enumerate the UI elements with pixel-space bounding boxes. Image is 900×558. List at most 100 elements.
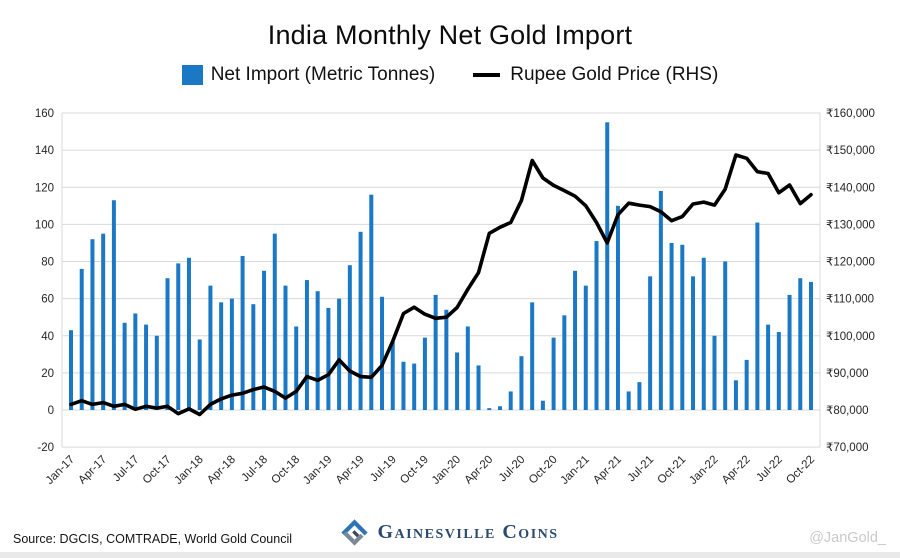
bar-Jul-20	[519, 356, 524, 410]
svg-text:Oct-22: Oct-22	[784, 454, 817, 487]
legend-item-net-import: Net Import (Metric Tonnes)	[181, 64, 436, 86]
bar-Apr-17	[101, 233, 106, 410]
bar-Aug-17	[144, 324, 149, 410]
bar-series-swatch-icon	[181, 65, 203, 85]
right-axis-labels: ₹70,000 ₹80,000 ₹90,000 ₹100,000 ₹110,000 ₹12…	[826, 108, 875, 454]
svg-text:Oct-17: Oct-17	[141, 454, 174, 487]
svg-text:Jul-17: Jul-17	[111, 454, 142, 485]
svg-text:Oct-21: Oct-21	[656, 454, 689, 487]
bar-Sep-18	[283, 285, 288, 410]
svg-text:80: 80	[41, 257, 54, 269]
bar-Jan-17	[69, 330, 73, 410]
bar-Aug-21	[658, 190, 663, 410]
svg-text:₹80,000: ₹80,000	[826, 405, 869, 417]
svg-text:Apr-18: Apr-18	[205, 454, 238, 487]
bar-Jan-18	[197, 339, 202, 410]
bar-Jun-20	[508, 391, 513, 410]
svg-text:Jan-22: Jan-22	[687, 454, 720, 487]
bar-Feb-19	[337, 298, 342, 410]
bar-Jun-17	[122, 322, 127, 410]
bar-Apr-21	[615, 205, 620, 410]
bar-May-21	[626, 391, 631, 410]
bar-May-17	[111, 200, 116, 410]
left-axis-labels: -20 0 20 40 60 80 100 120 140 160	[35, 108, 54, 454]
svg-text:₹70,000: ₹70,000	[826, 442, 869, 454]
bar-Jul-18	[262, 270, 267, 410]
bar-Jul-19	[390, 341, 395, 410]
bar-Jul-17	[133, 313, 138, 410]
svg-text:Jul-21: Jul-21	[626, 454, 657, 485]
bar-series-net-import	[69, 122, 813, 410]
bar-May-22	[755, 222, 760, 410]
svg-text:Apr-22: Apr-22	[720, 454, 753, 487]
bar-Nov-19	[433, 294, 438, 410]
legend-label-gold-price: Rupee Gold Price (RHS)	[510, 64, 719, 85]
bar-Mar-18	[219, 302, 224, 410]
bar-Apr-22	[744, 359, 749, 410]
line-series-swatch-icon	[473, 73, 501, 77]
bar-Sep-17	[154, 335, 159, 410]
svg-text:Apr-21: Apr-21	[591, 454, 624, 487]
svg-text:Apr-20: Apr-20	[462, 454, 495, 487]
svg-text:Jan-18: Jan-18	[172, 454, 205, 487]
svg-text:Jul-20: Jul-20	[497, 454, 528, 485]
bar-Jun-21	[637, 382, 642, 410]
chart-title: India Monthly Net Gold Import	[267, 20, 633, 50]
bar-Jan-21	[583, 285, 588, 410]
bar-Sep-19	[412, 363, 417, 410]
bar-May-20	[497, 406, 502, 410]
bar-Feb-21	[594, 241, 599, 410]
bar-Aug-19	[401, 361, 406, 410]
bar-May-19	[369, 194, 374, 410]
bar-Nov-21	[691, 276, 696, 410]
legend-label-net-import: Net Import (Metric Tonnes)	[210, 64, 436, 85]
bar-Dec-21	[701, 257, 706, 410]
bar-Sep-20	[540, 400, 545, 410]
bar-Sep-22	[798, 278, 803, 410]
svg-text:Jan-17: Jan-17	[44, 454, 77, 487]
svg-text:140: 140	[35, 145, 54, 157]
svg-text:₹100,000: ₹100,000	[826, 331, 875, 343]
bar-Oct-20	[551, 337, 556, 410]
svg-text:Jan-20: Jan-20	[430, 454, 463, 487]
svg-text:40: 40	[41, 331, 54, 343]
bar-Sep-21	[669, 242, 674, 410]
svg-text:₹120,000: ₹120,000	[826, 257, 875, 269]
bar-Aug-22	[787, 294, 792, 410]
bar-Aug-20	[530, 302, 535, 410]
svg-text:Oct-18: Oct-18	[269, 454, 302, 487]
bar-Nov-20	[562, 315, 567, 410]
svg-text:160: 160	[35, 108, 54, 120]
chart-legend: Net Import (Metric Tonnes) Rupee Gold Pr…	[0, 64, 900, 86]
twitter-handle: @JanGold_	[809, 530, 886, 546]
bar-Dec-20	[573, 270, 578, 410]
svg-text:₹150,000: ₹150,000	[826, 145, 875, 157]
bar-Apr-19	[358, 231, 363, 410]
bar-Jan-22	[712, 335, 717, 410]
bar-Mar-22	[733, 380, 738, 410]
bar-Jun-19	[380, 296, 385, 410]
bar-Mar-20	[476, 365, 481, 410]
bar-Feb-20	[465, 326, 470, 410]
bottom-strip-decoration	[0, 552, 900, 558]
svg-text:Oct-19: Oct-19	[398, 454, 431, 487]
svg-text:₹160,000: ₹160,000	[826, 108, 875, 120]
bar-Nov-18	[304, 280, 309, 410]
svg-text:₹130,000: ₹130,000	[826, 219, 875, 231]
svg-text:Oct-20: Oct-20	[527, 454, 560, 487]
svg-text:Jan-19: Jan-19	[301, 454, 334, 487]
svg-text:Apr-17: Apr-17	[76, 454, 109, 487]
bar-Jun-22	[766, 324, 771, 410]
gridlines	[61, 112, 821, 448]
bar-Mar-21	[605, 122, 610, 410]
svg-text:₹110,000: ₹110,000	[826, 294, 874, 306]
line-series-rupee-gold-price	[69, 153, 813, 417]
bar-Feb-17	[79, 268, 84, 410]
bar-Feb-18	[208, 285, 213, 410]
svg-text:Jul-19: Jul-19	[368, 454, 399, 485]
svg-text:0: 0	[48, 405, 54, 417]
svg-text:120: 120	[35, 182, 54, 194]
svg-text:60: 60	[41, 294, 54, 306]
